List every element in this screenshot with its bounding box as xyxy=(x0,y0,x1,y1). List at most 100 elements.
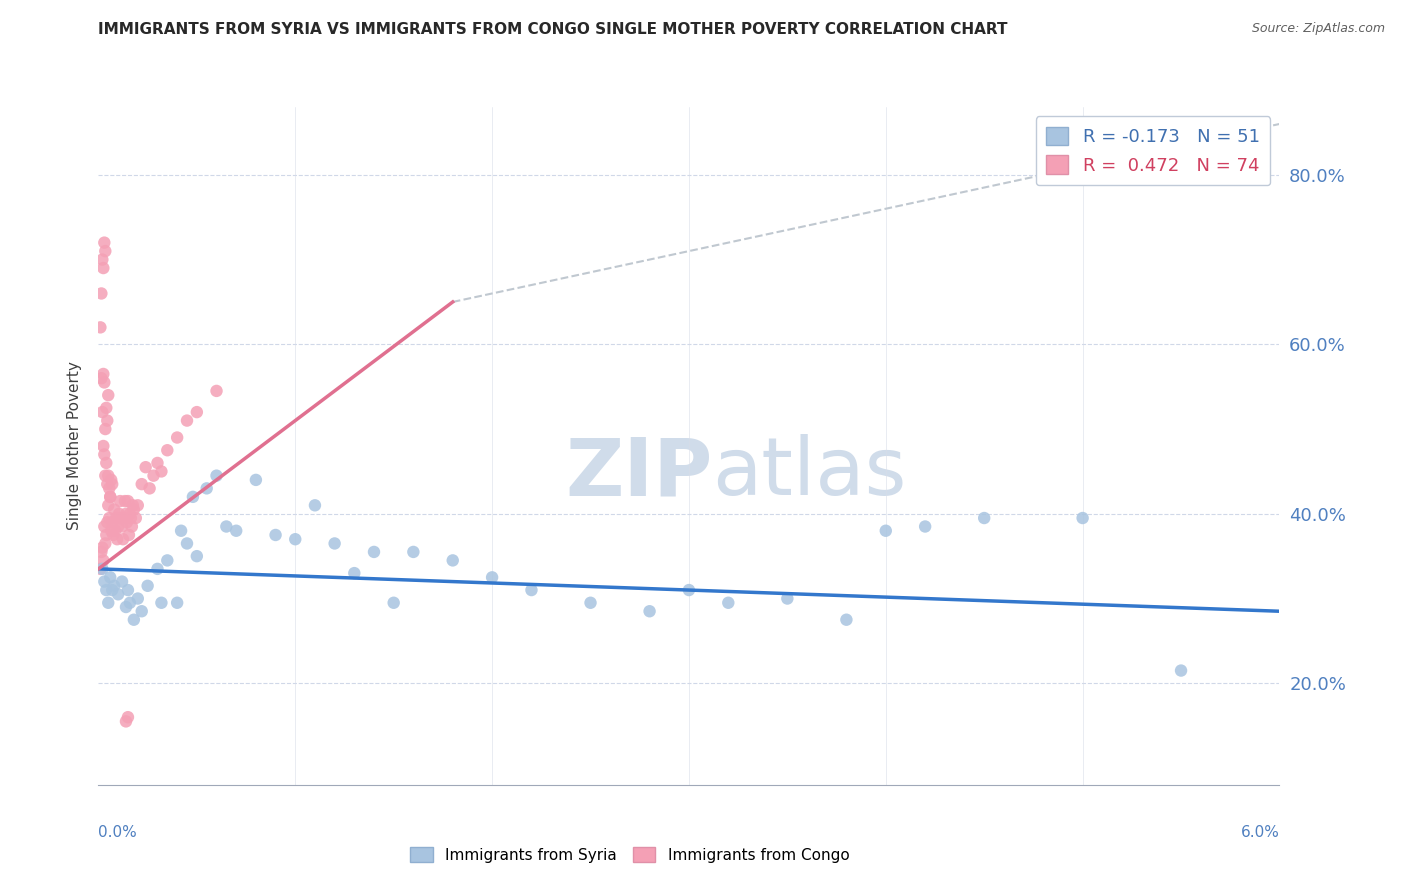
Point xyxy=(225,524,247,538)
Point xyxy=(94,422,117,436)
Point xyxy=(97,596,120,610)
Text: 6.0%: 6.0% xyxy=(1240,825,1279,840)
Point xyxy=(112,511,135,525)
Point xyxy=(776,591,799,606)
Point xyxy=(91,405,114,419)
Point xyxy=(136,579,159,593)
Point xyxy=(98,570,121,584)
Point xyxy=(96,583,118,598)
Point xyxy=(363,545,385,559)
Point xyxy=(835,613,858,627)
Point xyxy=(441,553,464,567)
Point xyxy=(205,384,228,398)
Point xyxy=(245,473,267,487)
Point xyxy=(481,570,503,584)
Point xyxy=(94,536,117,550)
Point xyxy=(520,583,543,598)
Text: IMMIGRANTS FROM SYRIA VS IMMIGRANTS FROM CONGO SINGLE MOTHER POVERTY CORRELATION: IMMIGRANTS FROM SYRIA VS IMMIGRANTS FROM… xyxy=(98,22,1008,37)
Legend: Immigrants from Syria, Immigrants from Congo: Immigrants from Syria, Immigrants from C… xyxy=(405,840,855,869)
Point xyxy=(97,468,120,483)
Point xyxy=(108,494,131,508)
Point xyxy=(107,519,129,533)
Point xyxy=(205,468,228,483)
Point xyxy=(638,604,661,618)
Point xyxy=(1170,664,1192,678)
Point xyxy=(90,371,112,385)
Point xyxy=(98,490,121,504)
Point xyxy=(93,376,115,390)
Point xyxy=(101,515,124,529)
Point xyxy=(138,481,160,495)
Point xyxy=(93,519,115,533)
Point xyxy=(98,490,121,504)
Point xyxy=(146,562,169,576)
Point xyxy=(98,511,121,525)
Point xyxy=(105,532,128,546)
Point xyxy=(93,447,115,462)
Point xyxy=(117,710,139,724)
Point xyxy=(304,498,326,512)
Point xyxy=(115,507,138,521)
Point xyxy=(93,574,115,589)
Point xyxy=(90,545,112,559)
Point xyxy=(89,320,111,334)
Point xyxy=(156,443,179,458)
Point xyxy=(101,477,124,491)
Text: atlas: atlas xyxy=(713,434,907,512)
Point xyxy=(135,460,157,475)
Point xyxy=(122,502,145,516)
Point xyxy=(101,583,124,598)
Point xyxy=(118,507,141,521)
Point xyxy=(118,528,141,542)
Point xyxy=(195,481,218,495)
Point xyxy=(115,714,138,729)
Point xyxy=(122,498,145,512)
Point xyxy=(186,549,208,564)
Point xyxy=(156,553,179,567)
Point xyxy=(131,604,153,618)
Point xyxy=(97,388,120,402)
Point xyxy=(150,464,173,478)
Point xyxy=(93,367,115,381)
Y-axis label: Single Mother Poverty: Single Mother Poverty xyxy=(66,361,82,531)
Point xyxy=(112,532,135,546)
Point xyxy=(142,468,165,483)
Point xyxy=(264,528,287,542)
Point xyxy=(108,507,131,521)
Point xyxy=(111,574,134,589)
Point xyxy=(103,579,125,593)
Point xyxy=(107,587,129,601)
Point xyxy=(114,494,136,508)
Point xyxy=(284,532,307,546)
Point xyxy=(90,286,112,301)
Point xyxy=(1071,511,1094,525)
Point xyxy=(579,596,602,610)
Point xyxy=(343,566,366,580)
Point xyxy=(125,511,148,525)
Point xyxy=(382,596,405,610)
Point xyxy=(97,498,120,512)
Point xyxy=(973,511,995,525)
Point xyxy=(914,519,936,533)
Point xyxy=(118,596,141,610)
Point xyxy=(103,528,125,542)
Point xyxy=(176,413,198,427)
Point xyxy=(96,477,118,491)
Point xyxy=(678,583,700,598)
Point xyxy=(115,515,138,529)
Point xyxy=(115,599,138,614)
Point xyxy=(96,413,118,427)
Text: Source: ZipAtlas.com: Source: ZipAtlas.com xyxy=(1251,22,1385,36)
Point xyxy=(89,562,111,576)
Point xyxy=(402,545,425,559)
Point xyxy=(170,524,193,538)
Point xyxy=(93,235,115,250)
Point xyxy=(96,401,118,415)
Point xyxy=(96,528,118,542)
Point xyxy=(98,481,121,495)
Point xyxy=(94,244,117,259)
Point xyxy=(150,596,173,610)
Point xyxy=(875,524,897,538)
Point xyxy=(111,519,134,533)
Point xyxy=(127,591,149,606)
